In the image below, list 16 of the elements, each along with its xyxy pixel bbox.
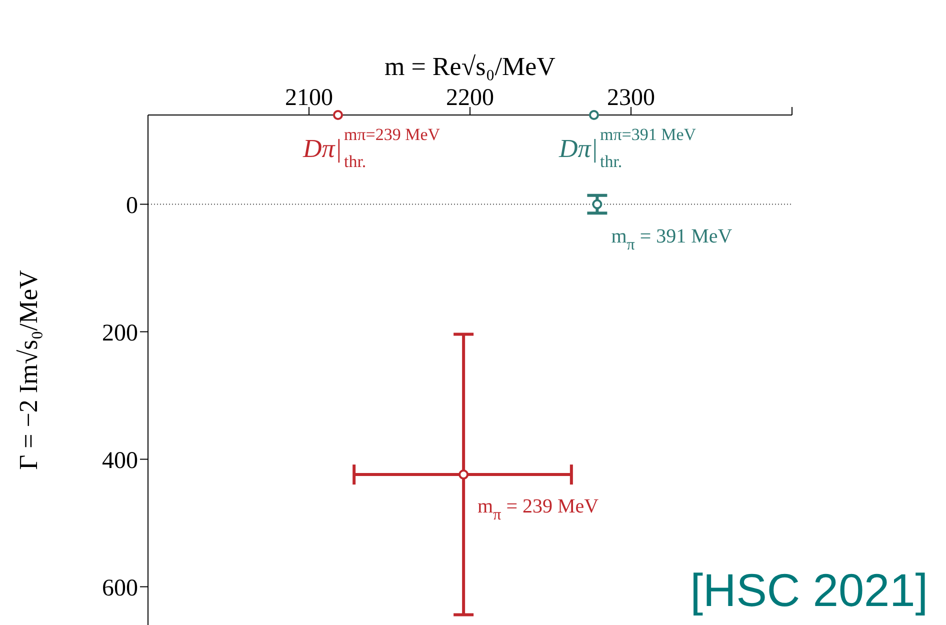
point (458, 470, 469, 480)
y-tick-label: 0 (126, 192, 138, 219)
series-label: m$_{π}$ = 391 MeV (611, 225, 733, 254)
y-axis-title: Γ = −2 Im√s₀/MeV (14, 270, 44, 470)
point (592, 199, 602, 210)
annotation: [HSC 2021] (690, 563, 928, 617)
series-label: m$_{π}$ = 239 MeV (478, 496, 600, 524)
point (588, 110, 599, 120)
point (332, 110, 343, 120)
y-tick-label: 200 (102, 320, 138, 346)
x-tick-label: 2300 (607, 85, 655, 111)
x-tick-label: 2200 (446, 85, 494, 111)
x-axis-title: m = Re√s₀/MeV (384, 52, 556, 81)
y-tick-label: 600 (102, 575, 138, 602)
y-tick-label: 400 (102, 448, 138, 474)
x-tick-label: 2100 (285, 85, 333, 111)
